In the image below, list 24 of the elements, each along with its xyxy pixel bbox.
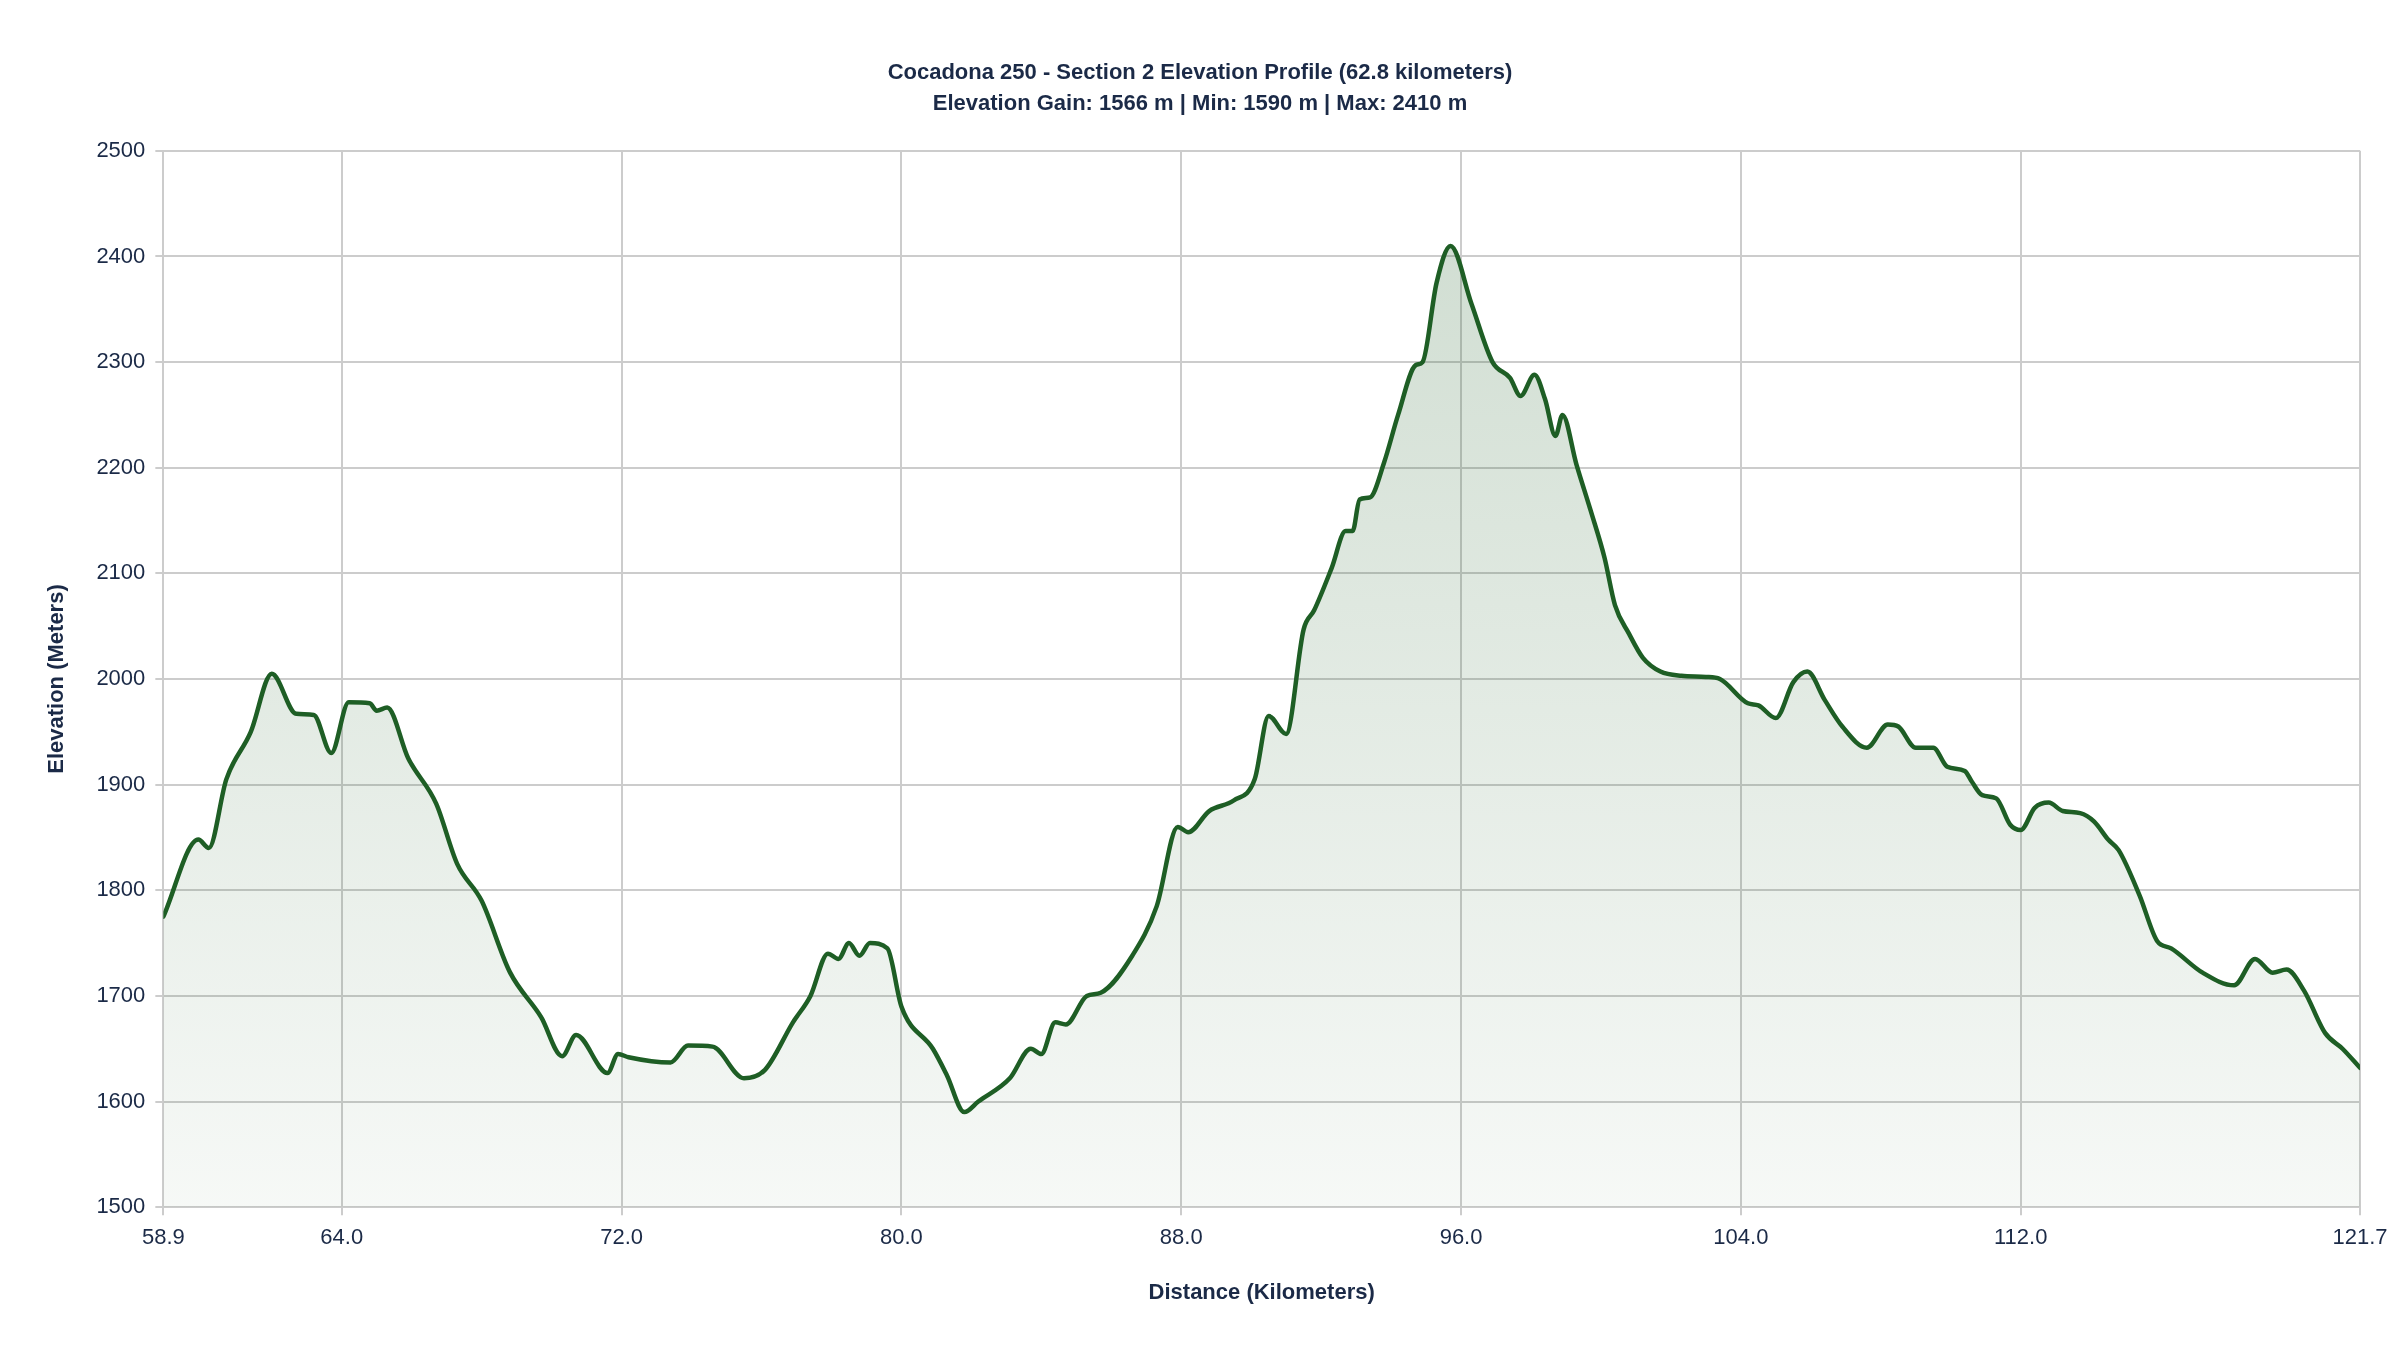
x-tick-label: 96.0 bbox=[1439, 1224, 1483, 1250]
y-tick-label: 2400 bbox=[96, 242, 146, 268]
chart-subtitle: Elevation Gain: 1566 m | Min: 1590 m | Max: 2410 m bbox=[932, 89, 1468, 115]
x-tick-label: 88.0 bbox=[1159, 1224, 1203, 1250]
x-axis-title: Distance (Kilometers) bbox=[1148, 1278, 1375, 1304]
y-tick-label: 2000 bbox=[96, 665, 146, 691]
y-tick-label: 2300 bbox=[96, 348, 146, 374]
x-tick-label: 104.0 bbox=[1713, 1224, 1769, 1250]
x-tick-label: 80.0 bbox=[879, 1224, 923, 1250]
y-tick-label: 1800 bbox=[96, 876, 146, 902]
x-tick-label: 64.0 bbox=[320, 1224, 364, 1250]
y-tick-label: 1700 bbox=[96, 981, 146, 1007]
x-tick-label: 58.9 bbox=[141, 1224, 185, 1250]
y-tick-label: 2200 bbox=[96, 453, 146, 479]
y-tick-label: 1900 bbox=[96, 770, 146, 796]
x-tick-label: 121.7 bbox=[2332, 1224, 2388, 1250]
chart-title: Cocadona 250 - Section 2 Elevation Profile (62.8 kilometers) bbox=[887, 59, 1513, 85]
y-tick-label: 2100 bbox=[96, 559, 146, 585]
y-tick-label: 1600 bbox=[96, 1087, 146, 1113]
x-tick-label: 112.0 bbox=[1994, 1224, 2048, 1250]
y-tick-label: 2500 bbox=[96, 136, 146, 162]
x-tick-label: 72.0 bbox=[600, 1224, 643, 1250]
y-axis-title: Elevation (Meters) bbox=[43, 584, 69, 774]
y-tick-label: 1500 bbox=[96, 1193, 146, 1219]
